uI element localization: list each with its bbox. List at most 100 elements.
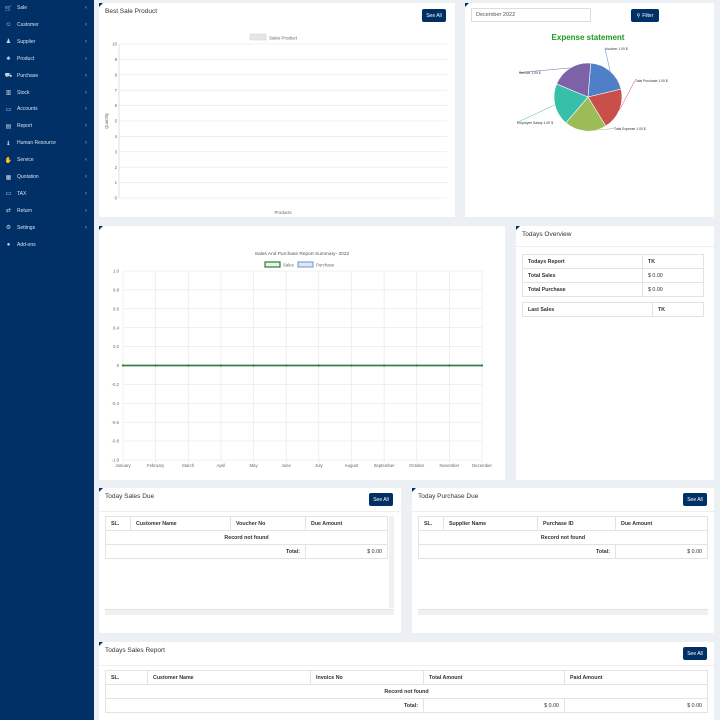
- data-point: [382, 364, 386, 367]
- purchase-due-see-all-button[interactable]: See All: [683, 493, 707, 506]
- user-circle-icon: ☺: [5, 21, 12, 28]
- table-row: Total: $ 0.00 $ 0.00: [105, 698, 708, 713]
- sales-due-see-all-button[interactable]: See All: [369, 493, 393, 506]
- cart-icon: 🛒: [4, 5, 13, 12]
- horizontal-scrollbar[interactable]: [418, 609, 708, 615]
- record-not-found: Record not found: [105, 530, 388, 545]
- sidebar-item-label: Service: [17, 157, 34, 164]
- sidebar-item-supplier[interactable]: ♟ Supplier ‹: [0, 34, 94, 50]
- sidebar-item-label: Add-ons: [17, 241, 36, 248]
- panel-corner: [99, 642, 103, 646]
- x-tick-label: April: [217, 463, 226, 468]
- col-invoice-no: Invoice No: [310, 670, 424, 685]
- sidebar-item-human-resource[interactable]: ♝ Human Resource ‹: [0, 135, 94, 151]
- col-sl: SL.: [418, 516, 444, 531]
- sidebar-item-report[interactable]: ▤ Report ‹: [0, 118, 94, 134]
- data-point: [415, 364, 418, 367]
- month-value: December 2022: [476, 12, 516, 18]
- chevron-left-icon: ‹: [85, 207, 87, 214]
- pie-leader-line: [619, 80, 636, 111]
- sidebar-item-label: Human Resource: [17, 140, 56, 147]
- panel-corner: [99, 3, 103, 7]
- book-icon: ▤: [5, 123, 12, 130]
- col-sl: SL.: [105, 670, 148, 685]
- money-bill-icon: ▭: [5, 191, 12, 198]
- sidebar-item-label: Quotation: [17, 174, 39, 180]
- sales-report-see-all-button[interactable]: See All: [683, 647, 707, 660]
- data-point: [252, 364, 255, 367]
- sidebar-item-label: Stock: [17, 89, 30, 96]
- col-customer-name: Customer Name: [130, 516, 231, 531]
- table-row: SL. Customer Name Voucher No Due Amount: [105, 516, 388, 531]
- vertical-scrollbar[interactable]: [389, 516, 394, 608]
- sidebar-item-sale[interactable]: 🛒 Sale ‹: [0, 0, 94, 16]
- data-point: [187, 364, 190, 367]
- gear-icon: ⚙: [5, 225, 12, 232]
- sidebar-item-stock[interactable]: ▥ Stock ‹: [0, 85, 94, 101]
- col-due-amount: Due Amount: [615, 516, 708, 531]
- y-tick-label: 1: [115, 180, 118, 185]
- chevron-left-icon: ‹: [85, 38, 87, 45]
- y-tick-label: 0.8: [113, 288, 120, 293]
- y-tick-label: 0: [117, 363, 120, 368]
- overview-title: Todays Overview: [522, 231, 572, 238]
- chevron-left-icon: ‹: [85, 55, 87, 62]
- chevron-left-icon: ‹: [85, 224, 87, 231]
- pie-slice-label: Total Purchase 1.00 $: [635, 79, 668, 83]
- data-point: [448, 364, 451, 367]
- sidebar-item-purchase[interactable]: ⛟ Purchase ‹: [0, 68, 94, 84]
- pie-leader-line: [518, 67, 571, 73]
- sidebar-item-service[interactable]: ✋ Service ‹: [0, 152, 94, 168]
- horizontal-scrollbar[interactable]: [105, 609, 394, 615]
- chevron-left-icon: ‹: [85, 157, 87, 164]
- y-tick-label: 0.6: [113, 306, 120, 311]
- col-customer-name: Customer Name: [147, 670, 311, 685]
- data-point: [154, 364, 157, 367]
- total-label: Total:: [418, 544, 616, 559]
- col-total-amount: Total Amount: [423, 670, 565, 685]
- col-purchase-id: Purchase ID: [537, 516, 616, 531]
- y-tick-label: 0.2: [113, 344, 120, 349]
- x-tick-label: January: [115, 463, 131, 468]
- y-tick-label: -0.4: [112, 401, 120, 406]
- sidebar-item-tax[interactable]: ▭ TAX ‹: [0, 186, 94, 202]
- sidebar-item-label: Report: [17, 123, 33, 130]
- col-due-amount: Due Amount: [305, 516, 388, 531]
- filter-button[interactable]: ⚲ Filter: [631, 9, 659, 22]
- data-point: [219, 364, 223, 367]
- sidebar-item-return[interactable]: ⇄ Return ‹: [0, 203, 94, 219]
- divider: [99, 665, 714, 666]
- overview-total-sales-label: Total Sales: [522, 268, 643, 283]
- chevron-left-icon: ‹: [85, 106, 87, 113]
- sidebar-item-accounts[interactable]: ▭ Accounts ‹: [0, 101, 94, 117]
- todays-overview-panel: Todays Overview Todays Report TK Total S…: [516, 226, 714, 480]
- data-point: [317, 364, 320, 367]
- sidebar-item-settings[interactable]: ⚙ Settings ‹: [0, 220, 94, 236]
- sidebar-item-product[interactable]: ♣ Product ‹: [0, 51, 94, 67]
- sidebar-item-label: Sale: [17, 5, 28, 11]
- sales-purchase-panel: Sales And Purchase Report Summary- 2022 S…: [99, 226, 505, 480]
- sales-report-title: Todays Sales Report: [105, 647, 165, 654]
- overview-table: Todays Report TK Total Sales $ 0.00 Tota…: [522, 254, 704, 297]
- divider: [99, 511, 401, 512]
- sidebar-item-quotation[interactable]: ▦ Quotation ‹: [0, 169, 94, 185]
- chevron-left-icon: ‹: [85, 5, 87, 11]
- sidebar-item-add-ons[interactable]: ● Add-ons: [0, 237, 94, 253]
- overview-col-tk: TK: [642, 254, 704, 269]
- col-voucher-no: Voucher No: [230, 516, 306, 531]
- x-tick-label: February: [147, 463, 165, 468]
- col-sl: SL.: [105, 516, 131, 531]
- search-icon: ⚲: [636, 12, 641, 19]
- last-sales-table: Last Sales TK: [522, 302, 704, 317]
- expense-statement-panel: December 2022 ⚲ Filter Expense statement…: [465, 3, 714, 217]
- sidebar-item-customer[interactable]: ☺ Customer ‹: [0, 17, 94, 33]
- month-input[interactable]: December 2022: [471, 8, 591, 22]
- overview-total-purchase-value: $ 0.00: [642, 282, 704, 297]
- y-tick-label: 0.4: [113, 325, 120, 330]
- overview-col-report: Todays Report: [522, 254, 643, 269]
- table-row: Total Sales $ 0.00: [522, 268, 704, 283]
- pie-leader-line: [585, 128, 615, 132]
- best-sale-see-all-button[interactable]: See All: [422, 9, 446, 22]
- expense-pie-chart: Expense statement Voucher 1.00 $ Total Pur…: [516, 33, 668, 132]
- x-tick-label: November: [439, 463, 459, 468]
